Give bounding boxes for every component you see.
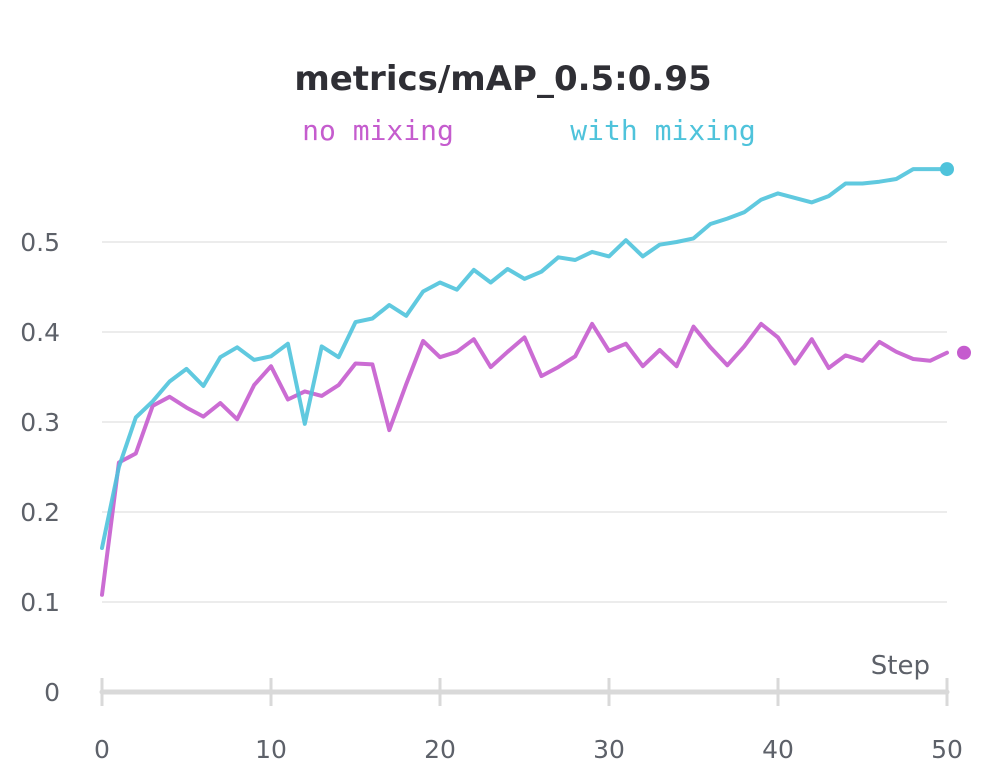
series-no-mixing <box>100 321 971 597</box>
y-tick-label: 0.5 <box>20 228 60 257</box>
y-tick-label: 0.1 <box>20 588 60 617</box>
series-line[interactable] <box>100 321 949 597</box>
chart-title: metrics/mAP_0.5:0.95 <box>294 59 711 99</box>
series-end-marker <box>940 162 954 177</box>
x-tick-label: 0 <box>94 735 110 764</box>
y-tick-label: 0.2 <box>20 498 60 527</box>
series-line[interactable] <box>100 167 949 550</box>
y-axis-ticks: 0 0.1 0.2 0.3 0.4 0.5 <box>20 228 60 707</box>
y-tick-label: 0.3 <box>20 408 60 437</box>
series-layer <box>100 162 971 597</box>
x-axis: 0 10 20 30 40 50 <box>94 678 963 764</box>
gridlines <box>102 241 947 603</box>
x-tick-label: 10 <box>255 735 287 764</box>
y-tick-label: 0 <box>44 678 60 707</box>
x-tick-label: 40 <box>762 735 794 764</box>
legend: no mixing with mixing <box>302 114 756 147</box>
legend-entry[interactable]: with mixing <box>570 114 755 147</box>
series-with-mixing <box>100 162 954 550</box>
x-tick-label: 30 <box>593 735 625 764</box>
series-end-marker <box>957 345 971 360</box>
x-tick-label: 20 <box>424 735 456 764</box>
x-tick-label: 50 <box>931 735 963 764</box>
legend-entry[interactable]: no mixing <box>302 114 454 147</box>
y-tick-label: 0.4 <box>20 318 60 347</box>
x-axis-label: Step <box>871 651 930 681</box>
